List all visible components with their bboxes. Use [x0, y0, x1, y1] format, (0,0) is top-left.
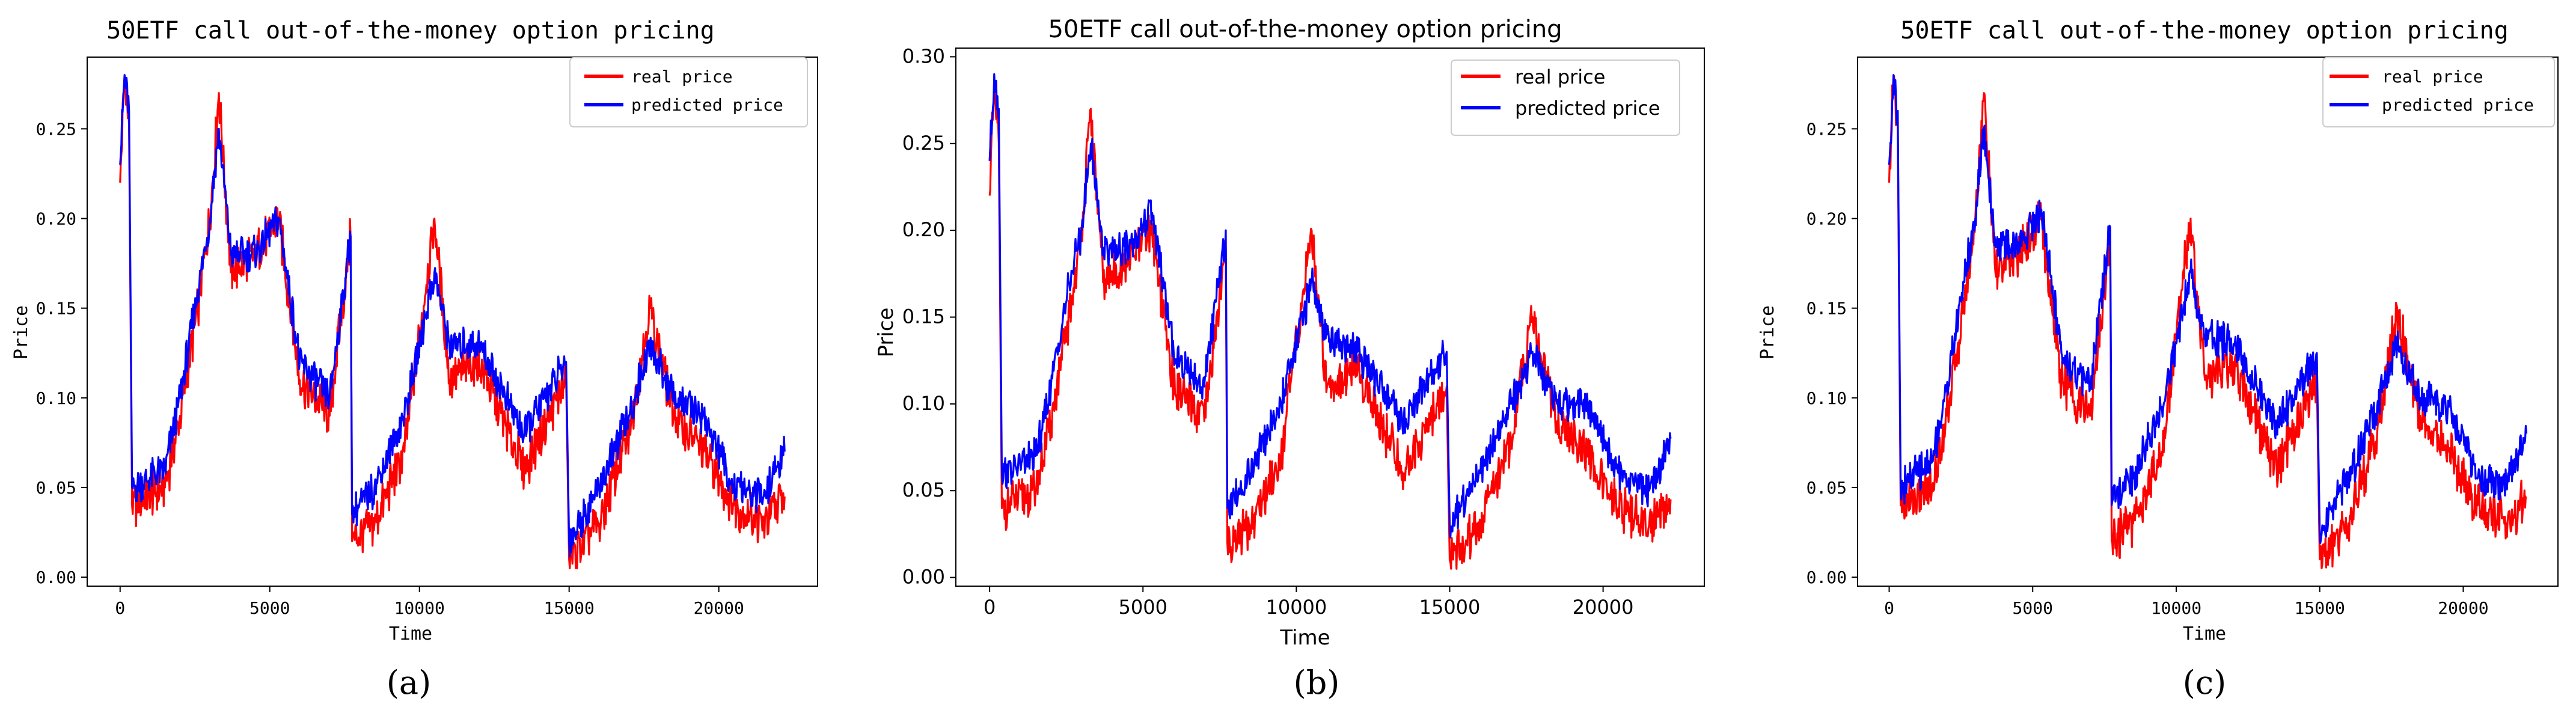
- x-tick-label-b-3: 15000: [1419, 596, 1481, 619]
- x-tick-label-c-2: 10000: [2151, 598, 2201, 618]
- chart-panel-a: 50ETF call out-of-the-money option prici…: [11, 17, 715, 702]
- x-tick-label-b-1: 5000: [1119, 596, 1167, 619]
- chart-panel-b: 50ETF call out-of-the-money option prici…: [874, 16, 1562, 702]
- legend-label-predicted-c: predicted price: [2382, 95, 2534, 115]
- series-line-predicted-b: [988, 73, 1672, 539]
- y-tick-label-b-4: 0.20: [902, 218, 945, 241]
- x-tick-label-c-1: 5000: [2013, 598, 2053, 618]
- y-tick-label-a-3: 0.15: [36, 299, 76, 319]
- x-tick-label-c-3: 15000: [2295, 598, 2345, 618]
- legend-label-real-b: real price: [1515, 66, 1605, 88]
- y-tick-label-b-2: 0.10: [902, 392, 945, 415]
- y-tick-label-c-4: 0.20: [1807, 209, 1847, 228]
- y-tick-label-a-4: 0.20: [36, 209, 76, 228]
- axes-frame-c: [1857, 57, 2559, 587]
- chart-title-b: 50ETF call out-of-the-money option prici…: [1048, 16, 1562, 43]
- y-tick-label-b-1: 0.05: [902, 479, 945, 501]
- x-tick-label-a-3: 15000: [544, 598, 595, 618]
- chart-panel-c: 50ETF call out-of-the-money option prici…: [1757, 17, 2509, 702]
- x-tick-label-b-0: 0: [984, 596, 996, 619]
- plot-area-a: 0 5000 10000 15000 20000 0.00 0.05 0.10 0.15 0.20…: [36, 57, 818, 618]
- x-axis-label-b: Time: [1279, 626, 1330, 650]
- y-tick-label-b-3: 0.15: [902, 305, 945, 328]
- x-tick-label-c-4: 20000: [2438, 598, 2488, 618]
- plot-area-c: 0 5000 10000 15000 20000 0.00 0.05 0.10 0.15 0.20…: [1807, 57, 2559, 618]
- series-line-real-b: [988, 90, 1672, 570]
- y-tick-label-c-3: 0.15: [1807, 299, 1847, 319]
- y-tick-label-a-5: 0.25: [36, 119, 76, 139]
- x-axis-label-a: Time: [389, 623, 432, 644]
- y-tick-label-a-2: 0.10: [36, 388, 76, 408]
- series-line-predicted-a: [119, 74, 786, 558]
- x-tick-label-c-0: 0: [1884, 598, 1894, 618]
- y-tick-label-b-5: 0.25: [902, 132, 945, 155]
- legend-label-real-c: real price: [2382, 67, 2483, 87]
- legend-frame-c: [2322, 57, 2555, 127]
- x-tick-label-a-1: 5000: [249, 598, 290, 618]
- chart-title-c: 50ETF call out-of-the-money option prici…: [1900, 17, 2508, 44]
- x-axis-label-c: Time: [2183, 623, 2226, 644]
- y-tick-label-c-2: 0.10: [1807, 388, 1847, 408]
- series-line-real-c: [1888, 74, 2527, 569]
- panel-caption-c: (c): [2183, 664, 2226, 702]
- y-tick-label-a-1: 0.05: [36, 478, 76, 498]
- panel-caption-a: (a): [387, 664, 431, 702]
- legend-frame-a: [569, 57, 808, 127]
- y-tick-label-c-5: 0.25: [1807, 119, 1847, 139]
- y-axis-label-b: Price: [874, 308, 898, 358]
- y-axis-label-c: Price: [1757, 305, 1778, 360]
- legend-frame-b: [1451, 60, 1680, 136]
- legend-label-predicted-a: predicted price: [631, 95, 783, 115]
- y-axis-label-a: Price: [11, 305, 32, 360]
- legend-label-predicted-b: predicted price: [1515, 97, 1660, 120]
- panel-caption-b: (b): [1294, 664, 1340, 702]
- x-tick-label-a-0: 0: [115, 598, 125, 618]
- x-tick-label-a-2: 10000: [394, 598, 445, 618]
- plot-area-b: 0 5000 10000 15000 20000 0.00 0.05 0.10 0.15 0.20…: [902, 44, 1705, 619]
- axes-frame-a: [87, 57, 818, 587]
- y-tick-label-b-6: 0.30: [902, 44, 945, 67]
- x-tick-label-b-2: 10000: [1265, 596, 1327, 619]
- y-tick-label-b-0: 0.00: [902, 566, 945, 589]
- x-tick-label-b-4: 20000: [1573, 596, 1634, 619]
- y-tick-label-a-0: 0.00: [36, 568, 76, 587]
- x-tick-label-a-4: 20000: [694, 598, 744, 618]
- chart-title-a: 50ETF call out-of-the-money option prici…: [106, 17, 714, 44]
- y-tick-label-c-1: 0.05: [1807, 478, 1847, 498]
- legend-label-real-a: real price: [631, 67, 733, 87]
- y-tick-label-c-0: 0.00: [1807, 568, 1847, 587]
- series-line-predicted-c: [1888, 74, 2528, 544]
